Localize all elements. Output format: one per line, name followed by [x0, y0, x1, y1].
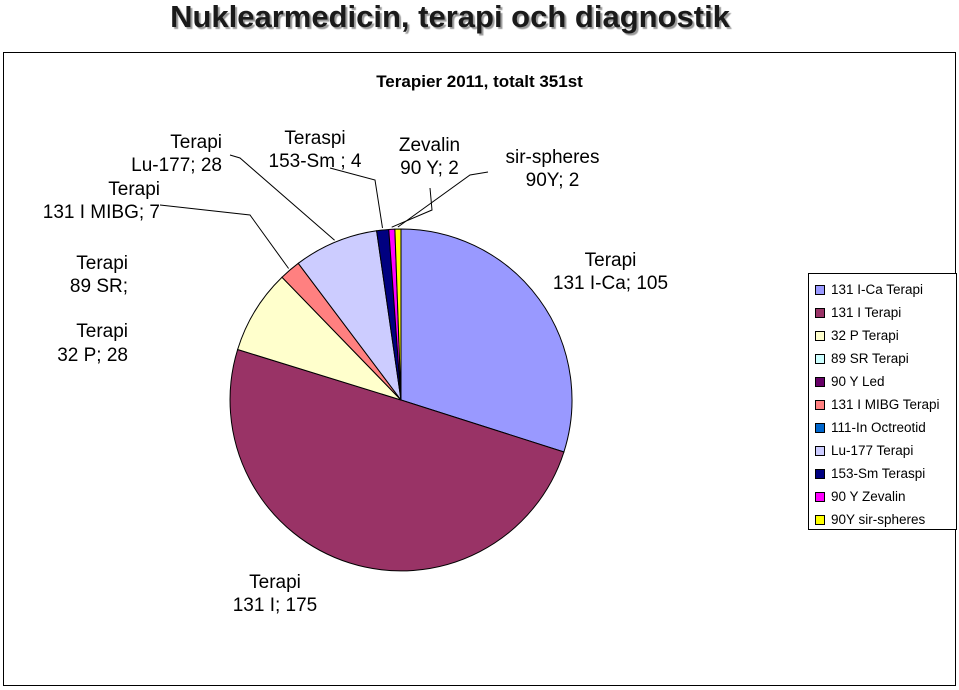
slice-label-line: Terapi	[584, 250, 637, 271]
slice-label-9: Zevalin 90 Y; 2	[392, 134, 467, 180]
leader-line-10	[397, 171, 489, 228]
slice-label-line: 153-Sm ; 4	[268, 151, 362, 172]
legend-label: 90Y sir-spheres	[831, 512, 926, 527]
legend-swatch	[815, 307, 825, 318]
slice-label-3: Terapi 89 SR;	[50, 252, 128, 298]
legend-item-10: 90Y sir-spheres	[809, 508, 956, 531]
legend-swatch	[815, 491, 825, 502]
legend-item-6: 111-In Octreotid	[809, 416, 956, 439]
slice-label-line: 89 SR;	[69, 276, 128, 297]
slice-label-line: Terapi	[76, 253, 128, 274]
slice-label-10: sir-spheres 90Y; 2	[495, 146, 610, 192]
legend-item-1: 131 I Terapi	[809, 301, 956, 324]
legend-label: 153-Sm Teraspi	[831, 466, 926, 481]
slice-label-line: Teraspi	[284, 128, 346, 149]
legend-label: 111-In Octreotid	[831, 420, 926, 435]
slice-label-line: 90 Y; 2	[400, 158, 459, 179]
slice-label-line: 32 P; 28	[57, 345, 128, 366]
legend-item-8: 153-Sm Teraspi	[809, 462, 956, 485]
slice-label-line: sir-spheres	[505, 147, 600, 168]
slice-label-8: Teraspi 153-Sm ; 4	[260, 127, 370, 173]
pie-slice-1	[229, 348, 565, 572]
slice-label-2: Terapi 32 P; 28	[50, 320, 128, 367]
legend-label: 32 P Terapi	[831, 328, 899, 343]
legend-label: 131 I MIBG Terapi	[831, 397, 940, 412]
legend-swatch	[815, 376, 825, 387]
slice-label-0: Terapi 131 I-Ca; 105	[548, 249, 673, 295]
leader-line-7	[229, 154, 335, 241]
page-title: Nuklearmedicin, terapi och diagnostik	[170, 0, 730, 34]
slice-label-line: 90Y; 2	[525, 170, 580, 191]
slice-label-line: Zevalin	[398, 135, 461, 156]
legend-label: 89 SR Terapi	[831, 351, 909, 366]
slice-label-line: Terapi	[170, 132, 222, 153]
slice-label-line: Terapi	[108, 179, 160, 200]
slice-label-5: Terapi 131 I MIBG; 7	[30, 178, 160, 224]
leader-line-8	[329, 167, 383, 229]
legend-swatch	[815, 284, 825, 295]
slice-label-1: Terapi 131 I; 175	[220, 571, 330, 617]
legend-label: 90 Y Led	[831, 374, 885, 389]
slice-label-line: 131 I-Ca; 105	[552, 273, 669, 294]
legend-label: 131 I Terapi	[831, 305, 902, 320]
legend-swatch	[815, 353, 825, 364]
slice-label-line: Lu-177; 28	[131, 155, 222, 176]
legend-label: 131 I-Ca Terapi	[831, 282, 924, 297]
slice-label-line: Terapi	[76, 321, 128, 342]
leader-line-5	[159, 204, 290, 269]
slice-label-line: Terapi	[249, 572, 301, 593]
slice-label-7: Terapi Lu-177; 28	[100, 131, 222, 177]
legend-item-5: 131 I MIBG Terapi	[809, 393, 956, 416]
leader-line-9	[391, 187, 433, 228]
legend-item-9: 90 Y Zevalin	[809, 485, 956, 508]
legend-label: 90 Y Zevalin	[831, 489, 906, 504]
legend-item-3: 89 SR Terapi	[809, 347, 956, 370]
legend-swatch	[815, 422, 825, 433]
legend-swatch	[815, 468, 825, 479]
legend-label: Lu-177 Terapi	[831, 443, 914, 458]
slice-label-line: 131 I; 175	[232, 595, 318, 616]
pie-slice-0	[400, 228, 573, 453]
legend-swatch	[815, 330, 825, 341]
legend-item-7: Lu-177 Terapi	[809, 439, 956, 462]
legend-item-0: 131 I-Ca Terapi	[809, 278, 956, 301]
pie-slice-10	[394, 228, 402, 401]
legend: 131 I-Ca Terapi 131 I Terapi 32 P Terapi 89…	[808, 273, 957, 530]
chart-title: Terapier 2011, totalt 351st	[376, 72, 583, 91]
legend-item-2: 32 P Terapi	[809, 324, 956, 347]
legend-swatch	[815, 514, 825, 525]
legend-swatch	[815, 399, 825, 410]
legend-item-4: 90 Y Led	[809, 370, 956, 393]
legend-swatch	[815, 445, 825, 456]
slice-label-line: 131 I MIBG; 7	[42, 202, 160, 223]
